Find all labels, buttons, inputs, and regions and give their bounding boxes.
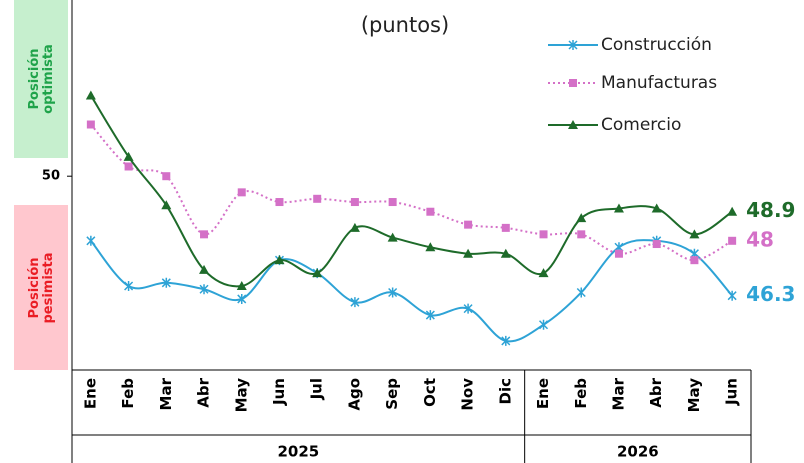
marker [274, 255, 285, 265]
marker [538, 268, 549, 278]
pessimist-label: Posiciónpesimista [26, 252, 55, 323]
x-tick-label: Ene [534, 378, 552, 409]
marker [727, 206, 738, 216]
marker [124, 281, 134, 292]
series-line [90, 239, 733, 343]
marker [464, 220, 473, 229]
x-tick-label: Oct [421, 378, 439, 407]
marker [349, 222, 360, 232]
marker [275, 198, 284, 207]
chart-title: (puntos) [361, 13, 449, 37]
end-label: 48 [746, 227, 774, 251]
marker [569, 79, 577, 87]
marker [463, 303, 473, 314]
marker [86, 120, 95, 129]
marker [124, 162, 133, 171]
series [86, 120, 737, 265]
marker [200, 230, 209, 239]
marker [577, 230, 586, 239]
marker [161, 277, 171, 288]
marker [500, 248, 511, 258]
marker [161, 200, 172, 210]
optimist-label: Posiciónoptimista [26, 44, 55, 114]
marker [689, 229, 700, 239]
year-label: 2025 [277, 443, 319, 461]
marker [576, 287, 586, 298]
marker [388, 198, 397, 207]
marker [162, 172, 171, 181]
x-tick-label: Ene [81, 378, 99, 409]
marker [539, 230, 548, 239]
x-tick-label: Feb [572, 378, 590, 409]
marker [651, 203, 662, 213]
x-tick-label: Feb [119, 378, 137, 409]
marker [425, 242, 436, 252]
end-label: 46.3 [746, 282, 795, 306]
marker [387, 232, 398, 242]
marker [576, 213, 587, 223]
marker [199, 284, 209, 295]
optimist-band [14, 0, 68, 158]
marker [727, 290, 737, 301]
marker [568, 120, 578, 129]
marker [538, 319, 549, 330]
marker [236, 281, 247, 291]
year-label: 2026 [617, 443, 659, 461]
marker [350, 198, 359, 207]
marker [123, 151, 134, 161]
marker [312, 268, 323, 278]
marker [690, 256, 699, 265]
x-tick-label: Sep [383, 378, 401, 410]
legend-label: Manufacturas [601, 73, 717, 93]
x-tick-label: Mar [609, 377, 627, 410]
marker [237, 188, 246, 197]
x-tick-label: Mar [157, 377, 175, 410]
marker [313, 194, 322, 203]
marker [237, 293, 247, 304]
x-tick-label: Dic [496, 378, 514, 404]
marker [199, 264, 210, 274]
pessimist-band [14, 205, 68, 370]
marker [613, 203, 624, 213]
x-tick-label: Abr [647, 377, 665, 407]
series [85, 90, 738, 291]
marker [463, 248, 474, 258]
x-tick-label: May [232, 378, 250, 413]
marker [728, 236, 737, 245]
end-label: 48.9 [746, 198, 795, 222]
marker [501, 335, 511, 346]
y-tick-label: 50 [42, 169, 60, 184]
legend-label: Construcción [601, 35, 712, 55]
marker [86, 235, 96, 246]
marker [614, 249, 623, 258]
marker [350, 297, 360, 308]
marker [425, 310, 435, 321]
marker [388, 287, 398, 298]
marker [652, 240, 661, 249]
x-tick-label: Jun [270, 378, 288, 406]
marker [501, 223, 510, 232]
x-tick-label: Abr [195, 377, 213, 407]
x-tick-label: Jun [723, 378, 741, 406]
x-tick-label: May [685, 378, 703, 413]
x-tick-label: Ago [345, 378, 363, 411]
legend-label: Comercio [601, 115, 681, 135]
x-tick-label: Nov [459, 378, 477, 411]
marker [426, 207, 435, 216]
marker [85, 90, 96, 100]
x-tick-label: Jul [308, 378, 326, 400]
marker [568, 40, 578, 50]
series [86, 235, 737, 346]
